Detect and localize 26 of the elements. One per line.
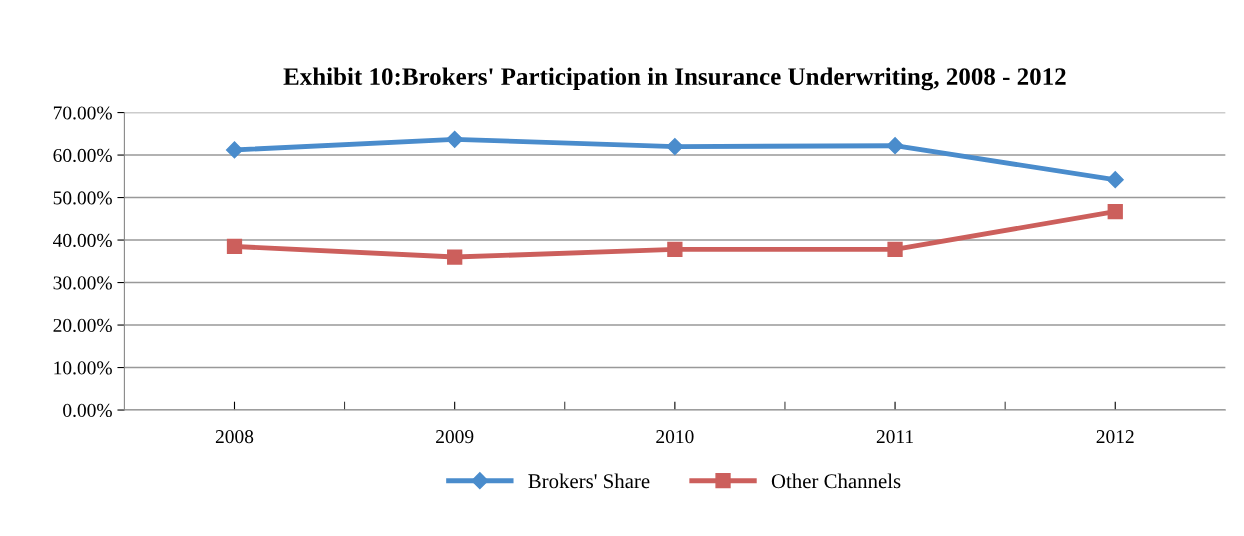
x-tick-label: 2009 (436, 430, 474, 444)
point (886, 137, 904, 155)
point (667, 241, 683, 258)
point (225, 141, 244, 159)
point (887, 241, 903, 258)
y-tick-label: 20.00% (53, 318, 112, 333)
y-tick-label: 10.00% (54, 361, 112, 375)
x-tick-label: 2010 (656, 430, 694, 444)
point (666, 138, 684, 156)
point (1106, 171, 1124, 189)
point (226, 238, 243, 255)
point (447, 249, 463, 265)
x-tick-label: 2008 (215, 430, 254, 444)
x-tick-label: 2012 (1096, 430, 1134, 444)
y-tick-label: 70.00% (53, 106, 112, 120)
y-tick-label: 40.00% (53, 233, 112, 248)
y-tick-label: 0.00% (63, 403, 112, 418)
y-tick-label: 50.00% (53, 191, 112, 205)
legend-label: Other Channels (771, 473, 901, 489)
y-tick-label: 30.00% (53, 276, 112, 290)
legend-label: Brokers' Share (528, 473, 650, 489)
y-tick-label: 60.00% (53, 148, 112, 163)
point (1107, 203, 1123, 220)
chart-title: Exhibit 10:Brokers' Participation in Insurance Underwriting, 2008 - 2012 (283, 67, 1066, 91)
point (446, 130, 464, 148)
x-tick-label: 2011 (876, 430, 913, 444)
